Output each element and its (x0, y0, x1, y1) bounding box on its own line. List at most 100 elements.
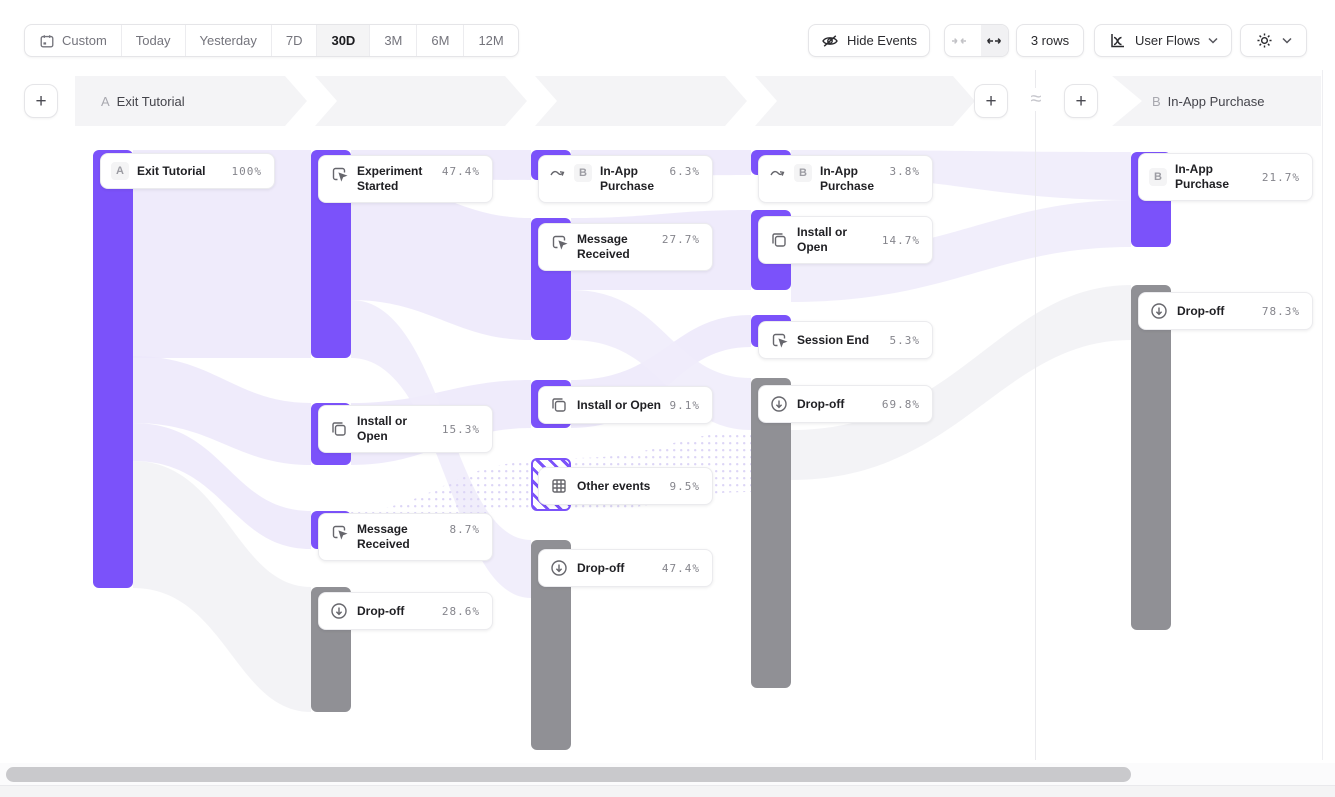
add-step-before-button[interactable]: + (24, 84, 58, 118)
plus-icon: + (1075, 90, 1087, 112)
cursor-click-icon (769, 330, 789, 350)
view-type-label: User Flows (1134, 33, 1200, 48)
hide-events-label: Hide Events (846, 33, 918, 48)
node-card-drop-off-2[interactable]: Drop-off 47.4% (538, 549, 713, 587)
panel-divider (1035, 70, 1036, 760)
horizontal-scrollbar-thumb[interactable] (6, 767, 1131, 782)
flow-b-badge: B (794, 164, 812, 182)
flow-a-badge: A (101, 93, 110, 109)
eye-off-icon (822, 34, 838, 47)
node-card-other-events[interactable]: Other events 9.5% (538, 467, 713, 505)
flow-b-badge: B (1152, 93, 1161, 109)
chevron-down-icon (1282, 37, 1292, 44)
bar-drop-off-3[interactable] (751, 378, 791, 688)
windows-icon (769, 230, 789, 250)
date-range-30d[interactable]: 30D (317, 25, 371, 56)
drop-off-icon (769, 394, 789, 414)
node-card-install-or-open-2[interactable]: Install or Open 9.1% (538, 386, 713, 424)
node-label: Exit Tutorial (137, 163, 206, 178)
flow-a-label: Exit Tutorial (116, 93, 185, 109)
user-flows-chart-icon (1111, 34, 1124, 48)
collapse-expand-toggle (944, 24, 1009, 57)
node-card-exit-tutorial[interactable]: A Exit Tutorial 100% (100, 153, 275, 189)
windows-icon (329, 419, 349, 439)
node-card-session-end[interactable]: Session End 5.3% (758, 321, 933, 359)
hide-events-button[interactable]: Hide Events (808, 24, 930, 57)
expand-columns-button[interactable] (980, 25, 1008, 56)
node-card-drop-off-3[interactable]: Drop-off 69.8% (758, 385, 933, 423)
node-card-install-or-open-3[interactable]: Install or Open 14.7% (758, 216, 933, 264)
wave-arrow-icon (549, 164, 566, 181)
flow-b-title: B In-App Purchase (1152, 76, 1265, 126)
node-label: In-App Purchase (1175, 162, 1230, 191)
collapse-columns-button[interactable] (945, 25, 973, 56)
cursor-click-icon (329, 522, 349, 542)
drop-off-icon (549, 558, 569, 578)
node-value: 8.7% (449, 523, 480, 536)
node-label: Other events (577, 478, 651, 493)
node-label: Drop-off (577, 560, 625, 575)
rows-label: 3 rows (1030, 33, 1070, 48)
node-value: 47.4% (661, 561, 700, 575)
flow-b-badge: B (1149, 168, 1167, 186)
node-value: 15.3% (441, 422, 480, 436)
bar-drop-off-b[interactable] (1131, 285, 1171, 630)
node-value: 28.6% (441, 604, 480, 618)
settings-dropdown[interactable] (1240, 24, 1307, 57)
rows-button[interactable]: 3 rows (1016, 24, 1084, 57)
node-card-message-received-1[interactable]: Message Received 8.7% (318, 513, 493, 561)
date-range-label: 7D (285, 33, 303, 48)
wave-arrow-icon (769, 164, 786, 181)
flow-a-title: A Exit Tutorial (101, 76, 185, 126)
node-card-drop-off-1[interactable]: Drop-off 28.6% (318, 592, 493, 630)
node-label: Message Received (577, 232, 630, 261)
node-label: Install or Open (797, 225, 848, 254)
flow-b-segment[interactable]: B In-App Purchase (1112, 76, 1321, 126)
bar-exit-tutorial[interactable] (93, 150, 133, 588)
view-type-dropdown[interactable]: User Flows (1094, 24, 1232, 57)
node-card-in-app-purchase-b[interactable]: B In-App Purchase 21.7% (1138, 153, 1313, 201)
date-range-today[interactable]: Today (122, 25, 186, 56)
node-label: Install or Open (357, 414, 408, 443)
footer-strip (0, 785, 1335, 797)
flow-a-segment-4[interactable] (755, 76, 975, 126)
node-label: In-App Purchase (600, 164, 655, 193)
gear-icon (1257, 33, 1272, 48)
flow-a-badge: A (111, 162, 129, 180)
node-label: Session End (797, 332, 870, 347)
node-card-message-received-2[interactable]: Message Received 27.7% (538, 223, 713, 271)
date-range-label: 3M (384, 33, 403, 48)
windows-icon (549, 395, 569, 415)
node-value: 9.1% (669, 398, 700, 412)
flow-a-segment-1[interactable]: A Exit Tutorial (75, 76, 307, 126)
node-card-drop-off-b[interactable]: Drop-off 78.3% (1138, 292, 1313, 330)
date-range-selector: Custom Today Yesterday 7D 30D 3M 6M 12M (24, 24, 519, 57)
node-card-in-app-purchase-2[interactable]: B In-App Purchase 3.8% (758, 155, 933, 203)
flow-a-segment-3[interactable] (535, 76, 747, 126)
node-value: 5.3% (889, 333, 920, 347)
node-card-install-or-open-1[interactable]: Install or Open 15.3% (318, 405, 493, 453)
right-edge-border (1322, 70, 1323, 760)
add-step-after-flow-a-button[interactable]: + (974, 84, 1008, 118)
node-value: 6.3% (669, 165, 700, 178)
cursor-click-icon (329, 164, 349, 184)
drop-off-icon (329, 601, 349, 621)
date-range-label: Yesterday (199, 33, 257, 48)
date-range-12m[interactable]: 12M (464, 25, 517, 56)
date-range-7d[interactable]: 7D (272, 25, 318, 56)
approx-connector-icon: ≈ (1024, 88, 1048, 111)
date-range-custom[interactable]: Custom (25, 25, 122, 56)
date-range-yesterday[interactable]: Yesterday (186, 25, 272, 56)
flow-b-badge: B (574, 164, 592, 182)
flow-a-segment-2[interactable] (315, 76, 527, 126)
plus-icon: + (985, 90, 997, 112)
node-label: Drop-off (797, 396, 845, 411)
plus-icon: + (35, 90, 47, 112)
node-card-experiment-started[interactable]: Experiment Started 47.4% (318, 155, 493, 203)
chevron-down-icon (1208, 37, 1218, 44)
date-range-3m[interactable]: 3M (370, 25, 418, 56)
date-range-6m[interactable]: 6M (417, 25, 465, 56)
add-step-before-flow-b-button[interactable]: + (1064, 84, 1098, 118)
node-card-in-app-purchase-1[interactable]: B In-App Purchase 6.3% (538, 155, 713, 203)
